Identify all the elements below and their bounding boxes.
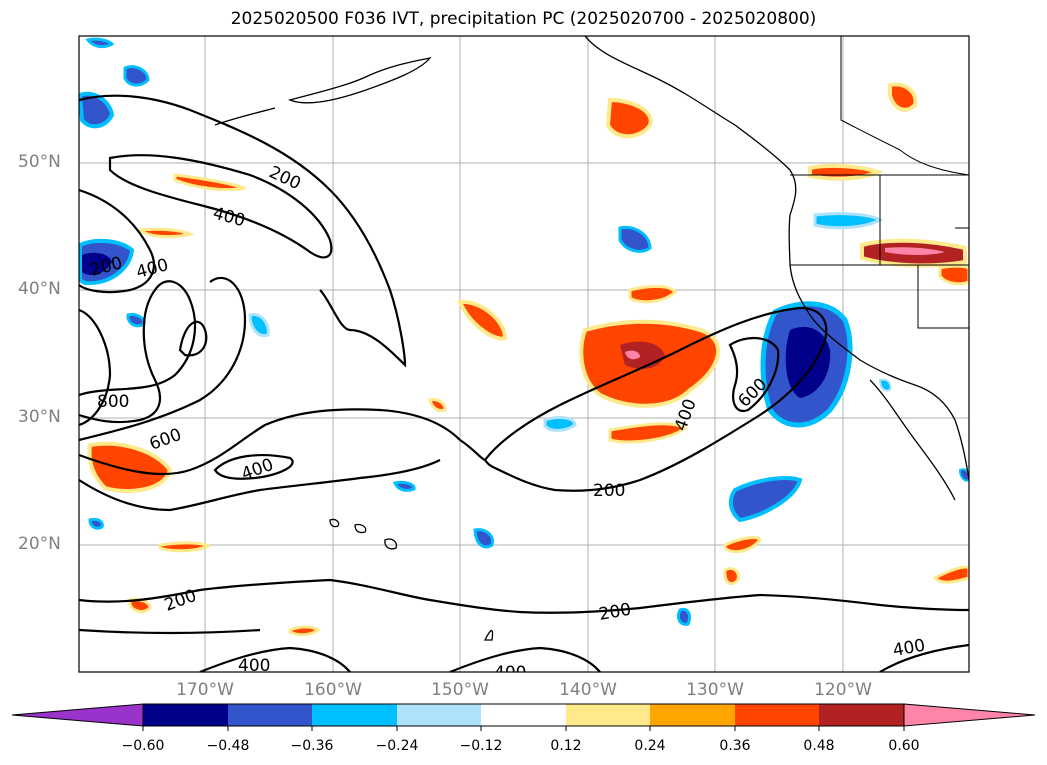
colorbar-tick-label: −0.12	[459, 738, 503, 754]
colorbar-bin	[566, 704, 650, 726]
lon-label: 160°W	[304, 680, 362, 700]
colorbar-bin	[312, 704, 397, 726]
lat-label: 20°N	[18, 534, 61, 554]
lon-label: 120°W	[814, 680, 872, 700]
colorbar-bin	[228, 704, 312, 726]
map-title: 2025020500 F036 IVT, precipitation PC (2…	[230, 9, 817, 29]
colorbar-extend-low	[11, 703, 144, 727]
colorbar-tick-label: −0.24	[375, 738, 419, 754]
colorbar-bin	[397, 704, 481, 726]
contour-labels: 200 400 200 400 800 600 400 200 400 600 …	[88, 162, 927, 683]
colorbar	[11, 703, 1036, 731]
colorbar-tick-label: −0.36	[290, 738, 334, 754]
colorbar-tick-label: 0.60	[888, 738, 920, 754]
colorbar-tick-label: 0.12	[550, 738, 582, 754]
colorbar-tick-label: −0.48	[206, 738, 250, 754]
colorbar-bin	[735, 704, 819, 726]
lon-label: 150°W	[431, 680, 489, 700]
colorbar-bin	[143, 704, 228, 726]
contour-label: 400	[494, 663, 526, 683]
colorbar-tick-label: 0.48	[803, 738, 835, 754]
colorbar-tick-label: 0.24	[634, 738, 666, 754]
state-borders	[790, 36, 969, 329]
colorbar-tick-label: −0.60	[121, 738, 165, 754]
colorbar-frame	[142, 703, 905, 727]
lat-label: 40°N	[18, 279, 61, 299]
colorbar-bin	[481, 704, 566, 726]
colorbar-tick-label: 0.36	[719, 738, 751, 754]
lon-label: 130°W	[686, 680, 744, 700]
coastlines	[214, 36, 969, 641]
contour-label: 400	[238, 656, 270, 676]
colorbar-bin	[819, 704, 904, 726]
plot-frame	[78, 35, 970, 673]
ivt-contours	[79, 94, 969, 672]
graticule	[79, 36, 969, 672]
lon-label: 170°W	[176, 680, 234, 700]
lat-label: 30°N	[18, 407, 61, 427]
lon-label: 140°W	[559, 680, 617, 700]
precip-negative-patches	[79, 37, 969, 626]
contour-label: 800	[97, 392, 129, 412]
contour-label: 200	[593, 481, 625, 501]
colorbar-bin	[650, 704, 735, 726]
lat-label: 50°N	[18, 152, 61, 172]
colorbar-extend-high	[903, 703, 1036, 727]
